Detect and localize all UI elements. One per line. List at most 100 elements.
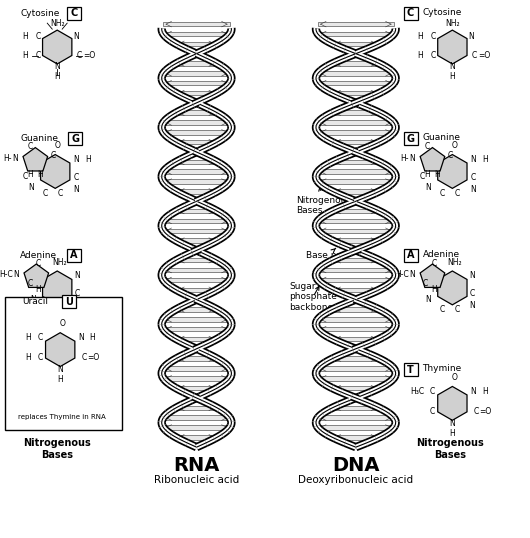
Text: O: O — [54, 141, 60, 150]
Bar — [332, 258, 379, 263]
Bar — [332, 435, 379, 440]
Text: H: H — [25, 353, 31, 362]
Bar — [176, 258, 217, 263]
Bar — [332, 307, 379, 312]
Bar — [163, 179, 229, 184]
Bar — [163, 376, 229, 380]
Text: H: H — [57, 375, 63, 384]
Text: C: C — [440, 305, 445, 314]
Bar — [332, 337, 379, 341]
Text: N: N — [410, 154, 416, 163]
Bar — [176, 61, 217, 66]
Text: T: T — [407, 365, 414, 374]
Bar — [332, 238, 379, 243]
Text: Nitrogenous
Bases: Nitrogenous Bases — [23, 438, 91, 460]
Text: C: C — [440, 189, 445, 198]
Text: C: C — [474, 407, 479, 416]
Polygon shape — [42, 271, 72, 305]
Text: O: O — [59, 319, 65, 328]
Bar — [318, 268, 394, 272]
Text: C: C — [45, 305, 50, 314]
FancyBboxPatch shape — [403, 249, 418, 261]
Text: C: C — [76, 52, 82, 60]
Text: C: C — [82, 353, 87, 362]
Text: C: C — [36, 32, 41, 40]
Text: G: G — [407, 133, 414, 144]
Polygon shape — [23, 147, 48, 171]
Text: NH₂: NH₂ — [52, 258, 67, 266]
Text: G: G — [71, 133, 79, 144]
Text: C: C — [74, 173, 79, 182]
Text: H: H — [85, 155, 91, 164]
Text: N: N — [73, 155, 79, 164]
Text: C: C — [36, 259, 41, 267]
Bar — [332, 140, 379, 144]
Bar — [318, 376, 394, 380]
Bar — [318, 366, 394, 371]
Bar — [163, 366, 229, 371]
FancyBboxPatch shape — [403, 7, 418, 20]
Text: A: A — [407, 250, 414, 260]
Text: N: N — [426, 183, 431, 192]
Bar — [163, 71, 229, 75]
Bar — [163, 81, 229, 86]
Text: Uracil: Uracil — [22, 298, 48, 306]
Bar — [318, 81, 394, 86]
Bar — [176, 356, 217, 361]
Text: H-C: H-C — [396, 271, 410, 279]
Text: H-: H- — [3, 154, 12, 163]
Bar — [176, 386, 217, 391]
Polygon shape — [438, 271, 467, 305]
Bar — [163, 130, 229, 134]
Text: C: C — [472, 52, 477, 60]
Polygon shape — [24, 264, 49, 287]
Text: H-: H- — [400, 154, 409, 163]
Bar — [163, 121, 229, 125]
Text: C: C — [50, 151, 56, 160]
FancyBboxPatch shape — [67, 7, 81, 20]
Bar — [176, 435, 217, 440]
Text: =O: =O — [83, 52, 95, 60]
Bar — [163, 229, 229, 233]
Bar — [163, 278, 229, 282]
Bar — [332, 406, 379, 410]
Text: C: C — [448, 151, 453, 160]
Text: Adenine: Adenine — [422, 250, 460, 259]
Bar — [332, 386, 379, 391]
Text: C: C — [42, 189, 48, 198]
Bar — [332, 91, 379, 95]
Text: H: H — [418, 32, 423, 40]
Bar — [176, 287, 217, 292]
Polygon shape — [46, 332, 75, 366]
Text: =O: =O — [479, 407, 491, 416]
FancyBboxPatch shape — [68, 132, 82, 145]
Bar — [163, 169, 229, 174]
Text: N: N — [470, 301, 475, 310]
Text: H: H — [418, 52, 423, 60]
Text: NH₂: NH₂ — [447, 258, 462, 266]
Text: C: C — [75, 289, 80, 299]
Bar — [176, 238, 217, 243]
Bar — [176, 160, 217, 164]
Text: N: N — [13, 154, 18, 163]
Polygon shape — [438, 30, 467, 64]
Text: H: H — [425, 170, 430, 179]
Text: N: N — [470, 272, 475, 280]
Text: =O: =O — [87, 353, 99, 362]
Bar — [318, 130, 394, 134]
Bar — [163, 268, 229, 272]
Text: C: C — [23, 172, 28, 181]
Bar — [318, 218, 394, 223]
Text: Nitrogenous
Bases: Nitrogenous Bases — [417, 438, 484, 460]
Bar — [163, 218, 229, 223]
Text: C: C — [36, 52, 41, 60]
Bar — [318, 22, 394, 26]
Text: H: H — [89, 333, 95, 342]
Polygon shape — [420, 264, 445, 287]
Text: Cytosine: Cytosine — [422, 8, 462, 17]
Bar — [176, 209, 217, 213]
Text: Ribonucleic acid: Ribonucleic acid — [154, 475, 239, 485]
Text: Nitrogenous
Bases: Nitrogenous Bases — [296, 187, 351, 215]
Bar — [318, 278, 394, 282]
Text: U: U — [65, 297, 73, 307]
